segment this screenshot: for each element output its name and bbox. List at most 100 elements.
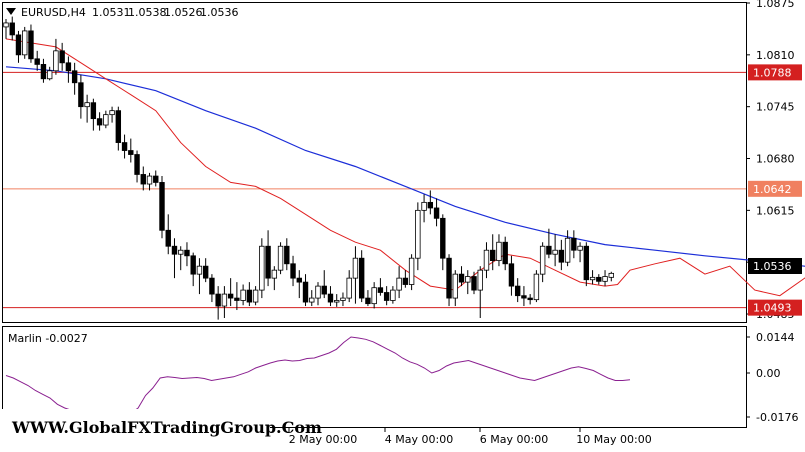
candle[interactable] bbox=[9, 16, 15, 41]
candle[interactable] bbox=[65, 56, 72, 83]
candle[interactable] bbox=[427, 190, 434, 215]
candle[interactable] bbox=[571, 230, 577, 259]
candle[interactable] bbox=[440, 214, 446, 271]
candle[interactable] bbox=[346, 270, 352, 303]
candle[interactable] bbox=[265, 230, 271, 287]
candle[interactable] bbox=[402, 270, 409, 288]
candle[interactable] bbox=[284, 238, 290, 271]
candle[interactable] bbox=[221, 286, 228, 319]
candle[interactable] bbox=[471, 271, 477, 295]
candle[interactable] bbox=[383, 286, 390, 306]
candle[interactable] bbox=[527, 294, 533, 305]
candle[interactable] bbox=[321, 270, 327, 299]
candle[interactable] bbox=[377, 278, 384, 296]
candle[interactable] bbox=[290, 255, 296, 287]
candle[interactable] bbox=[558, 239, 565, 271]
candle[interactable] bbox=[84, 94, 90, 123]
candle[interactable] bbox=[96, 112, 103, 131]
candle[interactable] bbox=[596, 274, 602, 285]
candle[interactable] bbox=[539, 242, 546, 283]
candle[interactable] bbox=[165, 214, 171, 255]
candle[interactable] bbox=[140, 166, 146, 191]
symbol-dropdown-icon[interactable] bbox=[6, 8, 16, 15]
candle[interactable] bbox=[28, 24, 34, 63]
candle[interactable] bbox=[252, 286, 259, 306]
candle[interactable] bbox=[184, 242, 190, 267]
candle[interactable] bbox=[358, 250, 365, 303]
candle[interactable] bbox=[496, 234, 502, 267]
candle[interactable] bbox=[533, 270, 540, 303]
candle[interactable] bbox=[34, 50, 40, 71]
candle[interactable] bbox=[371, 282, 377, 309]
candle[interactable] bbox=[215, 286, 221, 320]
candle[interactable] bbox=[521, 286, 527, 307]
candle[interactable] bbox=[159, 176, 165, 239]
candle[interactable] bbox=[115, 106, 122, 151]
candle[interactable] bbox=[15, 30, 22, 63]
candle[interactable] bbox=[234, 282, 240, 311]
candle[interactable] bbox=[196, 258, 203, 295]
candle[interactable] bbox=[271, 266, 278, 291]
candle[interactable] bbox=[153, 170, 159, 187]
candle[interactable] bbox=[552, 234, 558, 267]
candle[interactable] bbox=[583, 242, 590, 287]
candle[interactable] bbox=[508, 255, 515, 296]
candle[interactable] bbox=[71, 62, 78, 95]
candle[interactable] bbox=[589, 270, 596, 285]
candle[interactable] bbox=[309, 290, 315, 307]
candle[interactable] bbox=[334, 294, 340, 307]
candle[interactable] bbox=[53, 38, 59, 75]
candle[interactable] bbox=[209, 274, 215, 303]
candle[interactable] bbox=[315, 282, 321, 306]
candle[interactable] bbox=[227, 278, 234, 307]
candle[interactable] bbox=[421, 194, 427, 223]
candle[interactable] bbox=[90, 98, 97, 131]
candle[interactable] bbox=[40, 58, 47, 83]
candle[interactable] bbox=[202, 258, 209, 283]
candle[interactable] bbox=[514, 278, 521, 303]
candle[interactable] bbox=[246, 282, 253, 307]
candle[interactable] bbox=[502, 236, 508, 271]
candle[interactable] bbox=[477, 266, 483, 319]
candle[interactable] bbox=[121, 134, 128, 159]
candle[interactable] bbox=[59, 42, 65, 71]
candle[interactable] bbox=[178, 246, 184, 271]
candle[interactable] bbox=[3, 18, 9, 39]
candle[interactable] bbox=[171, 238, 178, 279]
candle[interactable] bbox=[277, 242, 284, 275]
candle[interactable] bbox=[433, 198, 440, 227]
candle[interactable] bbox=[408, 254, 415, 291]
candle[interactable] bbox=[452, 270, 458, 307]
candle[interactable] bbox=[458, 266, 465, 287]
candle[interactable] bbox=[352, 246, 359, 304]
candle[interactable] bbox=[546, 228, 552, 259]
candle[interactable] bbox=[327, 286, 334, 307]
candle[interactable] bbox=[390, 286, 396, 304]
candle[interactable] bbox=[446, 254, 452, 307]
candle[interactable] bbox=[608, 271, 614, 282]
candle[interactable] bbox=[577, 242, 583, 263]
candle[interactable] bbox=[490, 234, 496, 271]
candle[interactable] bbox=[46, 66, 53, 81]
candle[interactable] bbox=[564, 230, 571, 267]
candle[interactable] bbox=[109, 106, 115, 123]
candle[interactable] bbox=[465, 270, 471, 295]
candle[interactable] bbox=[396, 266, 402, 299]
candle[interactable] bbox=[240, 284, 246, 306]
candle[interactable] bbox=[340, 292, 346, 307]
candle[interactable] bbox=[296, 270, 302, 299]
candle[interactable] bbox=[146, 172, 153, 191]
candle[interactable] bbox=[602, 270, 608, 287]
candle[interactable] bbox=[103, 110, 109, 129]
candle[interactable] bbox=[365, 290, 371, 307]
candle[interactable] bbox=[190, 252, 196, 287]
candle[interactable] bbox=[483, 242, 490, 279]
candle[interactable] bbox=[302, 274, 309, 307]
candle[interactable] bbox=[259, 238, 265, 299]
candle[interactable] bbox=[128, 138, 134, 163]
price-panel[interactable] bbox=[2, 2, 747, 323]
candle[interactable] bbox=[78, 74, 84, 119]
candle[interactable] bbox=[415, 202, 421, 271]
candle[interactable] bbox=[22, 26, 28, 59]
